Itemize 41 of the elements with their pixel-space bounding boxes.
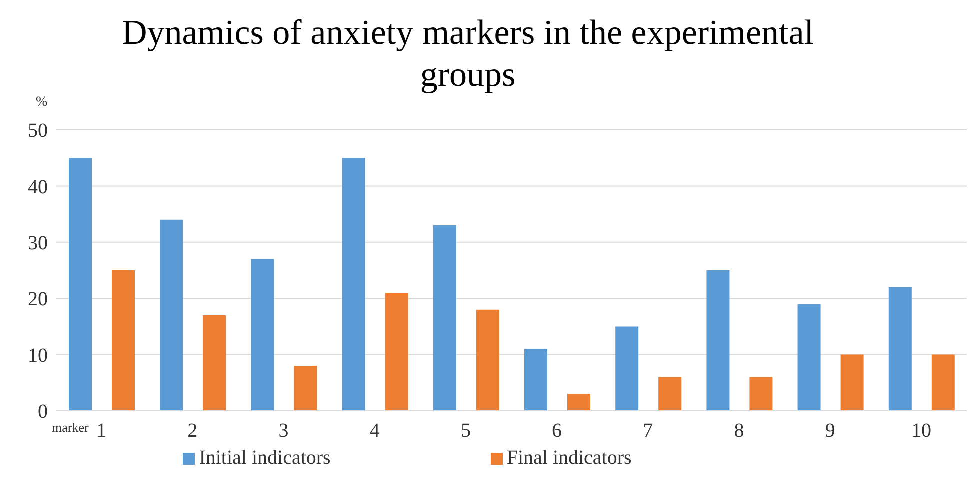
bar xyxy=(203,315,226,411)
bar xyxy=(706,270,730,411)
bar xyxy=(658,377,682,411)
y-tick-label: 0 xyxy=(38,401,48,424)
x-tick-label: 10 xyxy=(911,420,932,442)
bar xyxy=(524,349,548,411)
bar xyxy=(750,377,773,411)
bar xyxy=(385,292,408,411)
y-axis-title: % xyxy=(36,95,48,111)
y-tick-label: 50 xyxy=(28,120,48,142)
legend-label: Final indicators xyxy=(506,447,632,469)
bar xyxy=(888,287,912,411)
bar xyxy=(251,259,274,411)
y-tick-label: 30 xyxy=(28,232,48,254)
bar xyxy=(798,304,821,411)
x-tick-label: 3 xyxy=(278,420,289,442)
bar xyxy=(112,270,135,411)
legend-label: Initial indicators xyxy=(199,447,331,469)
x-tick-label: 1 xyxy=(96,420,107,442)
bar xyxy=(568,394,590,411)
bar xyxy=(840,354,864,411)
x-tick-label: 4 xyxy=(370,420,380,442)
bar xyxy=(616,326,639,411)
x-tick-label: 8 xyxy=(734,420,744,442)
x-tick-label: 9 xyxy=(825,420,836,442)
y-tick-label: 40 xyxy=(28,176,48,198)
x-tick-label: 7 xyxy=(643,420,654,442)
bar xyxy=(294,366,318,411)
x-tick-label: 5 xyxy=(460,420,471,442)
x-tick-label: 2 xyxy=(188,420,198,442)
y-tick-label: 10 xyxy=(28,344,48,367)
x-tick-label: 6 xyxy=(552,420,562,442)
bar xyxy=(160,220,184,411)
chart-title: Dynamics of anxiety markers in the experimental groups xyxy=(121,12,815,96)
x-axis-title: marker xyxy=(52,420,89,435)
bar xyxy=(476,310,500,411)
bar xyxy=(932,354,955,411)
bar xyxy=(342,158,366,411)
bar xyxy=(433,226,456,411)
bar xyxy=(69,158,92,411)
y-tick-label: 20 xyxy=(28,288,48,311)
